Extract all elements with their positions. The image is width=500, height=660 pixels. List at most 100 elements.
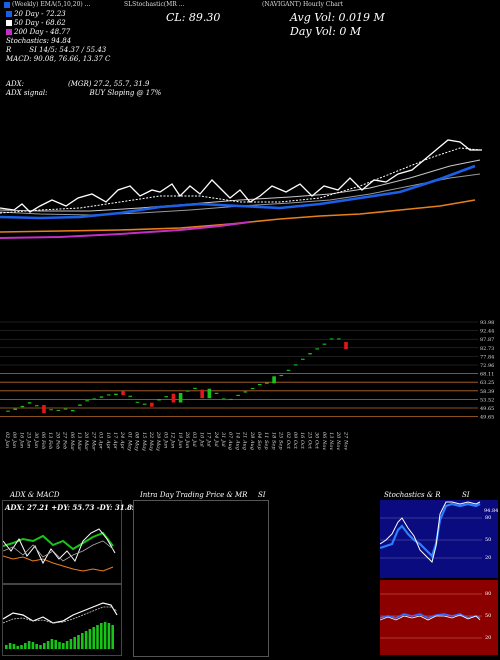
candle [150,402,154,407]
date-label: 10 Apr [105,432,111,450]
header-left: (Weekly) EMA(5,10,20) ... [4,1,90,8]
date-label: 27 Mar [90,431,96,451]
date-label: 19 Jun [177,432,183,448]
ma-orange-line [0,199,476,233]
si-tick-80: 80 [485,591,492,597]
stochastic-label: Stochastics: 94.84 [6,37,72,45]
ma50-swatch-icon [6,20,12,26]
date-label: 01 May [126,432,132,451]
price-axis-label: 53.52 [480,397,494,403]
candle [257,383,262,386]
price-axis-label: 77.84 [480,354,494,360]
ma20-label: 20 Day - 72.23 [14,10,66,18]
macd-histogram-bar [81,633,84,649]
legend-swatch-icon [4,1,10,8]
stoch-white-line [380,501,481,563]
candle [13,408,17,410]
candle [214,392,219,394]
adx-signal-label: ADX signal: [6,89,48,97]
macd-histogram-bar [69,639,73,649]
macd-histogram-bar [58,642,61,649]
candle [243,391,248,393]
macd-histogram-bar [62,643,65,649]
macd-histogram-bar [103,622,107,649]
date-label: 29 May [155,431,161,451]
macd-histogram-bar [100,623,103,649]
price-axis-label: 82.73 [480,346,494,352]
adx-green-line [3,531,114,551]
candle [135,401,140,403]
date-label: 21 Aug [242,431,248,450]
candle [142,403,147,405]
macd-histogram-bar [50,639,54,649]
macd-white-line [3,602,118,624]
price-axis-label: 49.65 [480,415,494,421]
date-label: 14 Aug [234,432,240,450]
macd-histogram-bar [39,645,42,649]
candle [171,393,176,403]
candle [185,390,190,392]
date-label: 20 Nov [335,431,341,450]
date-label: 07 Aug [227,432,233,450]
price-axis-label: 63.25 [480,380,494,386]
candle [178,393,183,403]
candle [20,405,25,408]
date-label: 28 Aug [249,431,255,450]
candle [229,398,233,401]
date-label: 27 Nov [342,431,348,450]
date-label: 22 May [148,431,154,451]
candle [114,393,118,396]
date-label: 06 Mar [69,432,75,451]
adx-orange-line [3,555,114,572]
date-label: 30 Jan [33,432,39,448]
macd-histogram-bar [5,645,8,649]
stoch-panel-title: Stochastics & R [384,491,441,499]
candle [236,394,240,396]
date-label: 20 Feb [54,431,60,449]
price-axis-label: 49.65 [480,406,494,412]
price-axis-label: 93.98 [480,320,494,326]
candle [221,398,226,400]
date-axis: 02 Jan 09 Jan 16 Jan 23 Jan 30 Jan 06 Feb 13 F… [4,431,348,451]
ma50-label: 50 Day - 68.62 [14,19,66,27]
candle [49,409,53,411]
macd-label: MACD: 90.08, 76.66, 13.37 C [6,55,111,63]
macd-histogram-bar [35,644,38,649]
intraday-panel [133,500,269,657]
macd-histogram-bar [54,640,57,649]
candle [6,410,10,412]
macd-histogram-bar [73,637,76,649]
date-label: 10 Jul [198,432,204,447]
date-label: 05 Jun [162,432,168,448]
adx-values: (MGR) 27.2, 55.7, 31.9 [68,80,150,88]
date-label: 03 Apr [98,432,104,450]
adx-panel-title: ADX & MACD [10,491,60,499]
close-price: CL: 89.30 [166,11,221,24]
stoch-tick-50: 50 [485,537,492,543]
candle [121,390,125,396]
ma-gray-line-2 [0,159,481,212]
candle [315,348,320,350]
macd-histogram-bar [107,623,111,649]
date-label: 20 Mar [83,431,89,451]
ma-white-dotted-line [0,147,481,214]
macd-chart [3,602,118,649]
date-label: 16 Jan [18,432,24,448]
macd-histogram-bar [65,641,69,649]
header-right: (NAVIGANT) Hourly Chart [262,1,344,8]
candle [301,358,305,360]
candle [329,338,334,340]
date-label: 06 Nov [321,432,327,450]
price-axis-label: 68.11 [480,372,494,378]
macd-histogram-bar [16,646,19,649]
date-label: 31 Jul [220,432,226,447]
candle [78,404,82,406]
adx-block: ADX: (MGR) 27.2, 55.7, 31.9 ADX signal: BU… [6,80,161,98]
adx-lines [3,528,116,572]
date-label: 02 Oct [285,432,291,450]
si-chart [380,593,482,639]
price-axis-label: 72.96 [480,363,494,369]
price-axis-label: 58.39 [480,389,494,395]
stoch-value-label: 94.84 [484,508,498,514]
candle [92,398,97,400]
